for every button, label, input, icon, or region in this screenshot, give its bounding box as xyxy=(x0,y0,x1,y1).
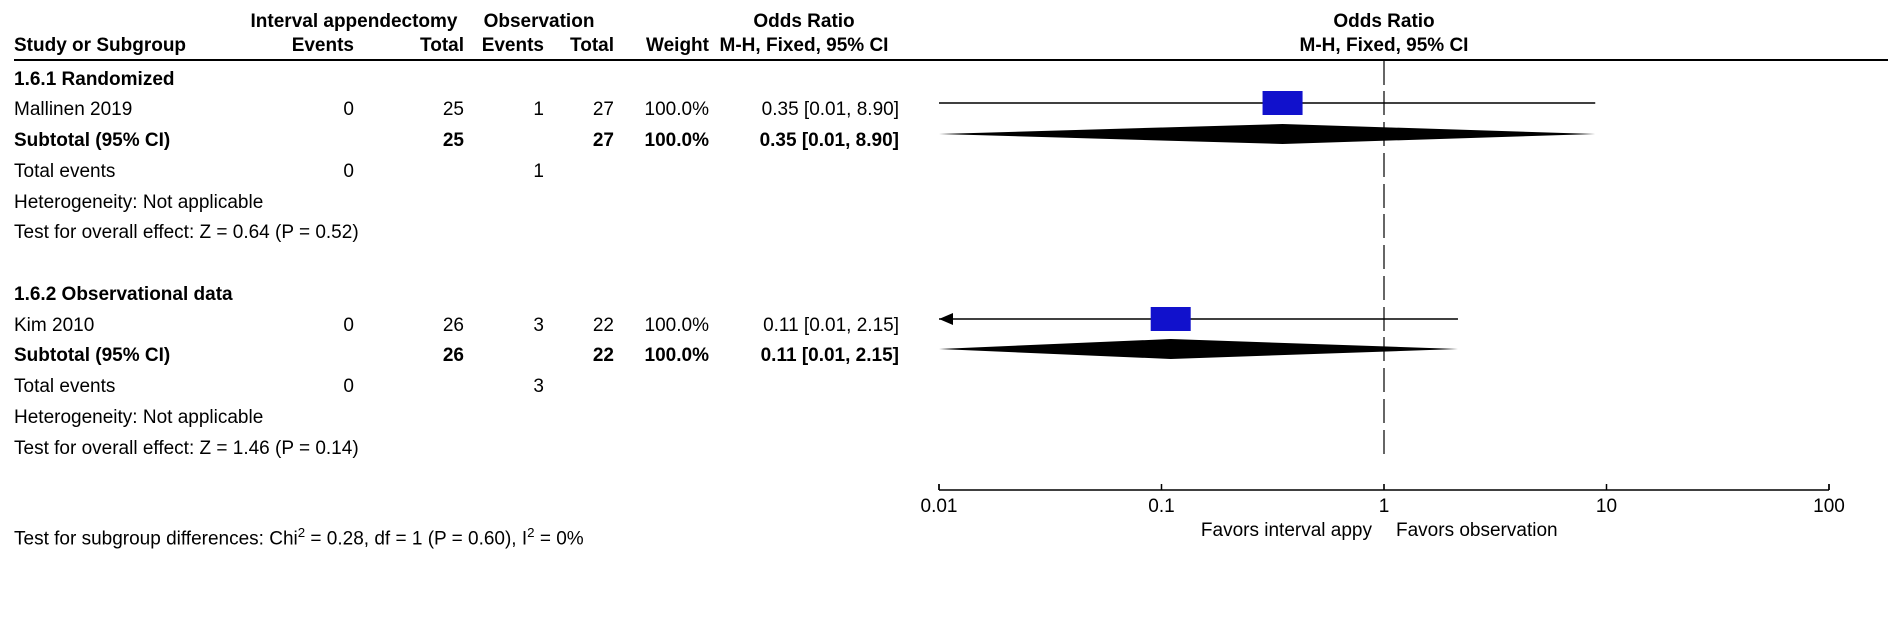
subtotal-label: Subtotal (95% CI) xyxy=(14,129,244,153)
forest-plot-row xyxy=(919,184,1849,208)
subtotal-label: Subtotal (95% CI) xyxy=(14,344,244,368)
overall-effect: Test for overall effect: Z = 0.64 (P = 0… xyxy=(14,221,919,245)
forest-plot-row xyxy=(919,91,1849,115)
subtotal-diamond xyxy=(939,339,1458,359)
forest-axis: 0.01 0.1 1 10 100 Favors interval appy Favors … xyxy=(919,484,1849,544)
hdr-group1: Interval appendectomy xyxy=(244,10,464,34)
svg-text:1: 1 xyxy=(1379,496,1390,517)
forest-plot-row xyxy=(919,430,1849,454)
hdr-group2: Observation xyxy=(464,10,614,34)
heterogeneity: Heterogeneity: Not applicable xyxy=(14,191,919,215)
forest-plot-row xyxy=(919,61,1849,85)
svg-text:10: 10 xyxy=(1596,496,1617,517)
hdr-or: Odds Ratio xyxy=(709,10,919,34)
svg-text:Favors interval appy: Favors interval appy xyxy=(1201,520,1373,541)
forest-plot-row xyxy=(919,337,1849,361)
forest-plot-row xyxy=(919,368,1849,392)
subgroup-diff: Test for subgroup differences: Chi2 = 0.… xyxy=(14,525,919,551)
hdr-col-wt: Weight xyxy=(614,34,709,58)
hdr-col-ev2: Events xyxy=(464,34,544,58)
subgroup-title: 1.6.1 Randomized xyxy=(14,68,919,92)
study-or: 0.35 [0.01, 8.90] xyxy=(709,98,919,122)
subtotal-or: 0.11 [0.01, 2.15] xyxy=(709,344,919,368)
hdr-col-study: Study or Subgroup xyxy=(14,34,244,58)
forest-plot-row xyxy=(919,153,1849,177)
hdr-plot: Odds Ratio xyxy=(919,10,1849,34)
study-square xyxy=(1151,307,1191,331)
forest-plot-row xyxy=(919,399,1849,423)
forest-plot-row xyxy=(919,122,1849,146)
forest-plot-row xyxy=(919,214,1849,238)
svg-text:0.01: 0.01 xyxy=(921,496,958,517)
study-or: 0.11 [0.01, 2.15] xyxy=(709,314,919,338)
subgroup-title: 1.6.2 Observational data xyxy=(14,283,919,307)
svg-text:Favors observation: Favors observation xyxy=(1396,520,1558,541)
overall-effect: Test for overall effect: Z = 1.46 (P = 0… xyxy=(14,437,919,461)
forest-plot-row xyxy=(919,245,1849,269)
hdr-col-tot2: Total xyxy=(544,34,614,58)
svg-text:0.1: 0.1 xyxy=(1148,496,1174,517)
forest-plot-row xyxy=(919,307,1849,331)
subtotal-or: 0.35 [0.01, 8.90] xyxy=(709,129,919,153)
study-square xyxy=(1263,91,1303,115)
study-name: Kim 2010 xyxy=(14,314,244,338)
hdr-col-plot: M-H, Fixed, 95% CI xyxy=(919,34,1849,58)
total-events-label: Total events xyxy=(14,160,244,184)
forest-plot-row xyxy=(919,276,1849,300)
heterogeneity: Heterogeneity: Not applicable xyxy=(14,406,919,430)
study-name: Mallinen 2019 xyxy=(14,98,244,122)
subtotal-diamond xyxy=(939,124,1595,144)
total-events-label: Total events xyxy=(14,375,244,399)
hdr-col-tot1: Total xyxy=(354,34,464,58)
hdr-col-or: M-H, Fixed, 95% CI xyxy=(709,34,919,58)
hdr-col-ev1: Events xyxy=(244,34,354,58)
svg-text:100: 100 xyxy=(1813,496,1845,517)
